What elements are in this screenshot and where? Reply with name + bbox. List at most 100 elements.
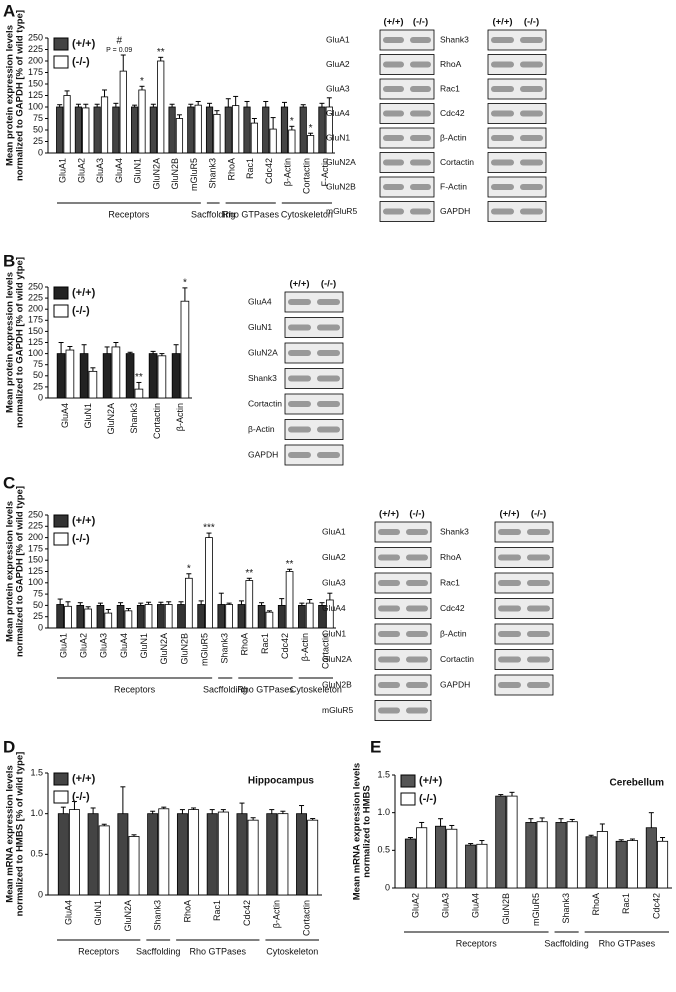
blot-label: β-Actin (440, 628, 467, 638)
x-tick-label: GluN2A (151, 158, 161, 190)
bar (296, 813, 308, 896)
blot-frame (494, 547, 554, 568)
blot-frame (284, 342, 344, 364)
blot-column-header: (+/+) (383, 17, 403, 28)
bar (298, 605, 306, 629)
x-tick-label: GluA4 (63, 900, 73, 925)
y-tick-label: 250 (28, 509, 43, 519)
panel-label: A (3, 1, 15, 20)
significance: P = 0.09 (106, 47, 132, 54)
bar (56, 353, 66, 399)
group-label: Sacffolding (136, 946, 180, 956)
significance: ** (135, 372, 143, 383)
x-tick-label: Shank3 (153, 900, 163, 931)
bar (404, 838, 416, 889)
blot-frame (487, 54, 547, 75)
bar (56, 604, 64, 629)
legend-swatch (53, 37, 69, 51)
bar (138, 89, 146, 154)
bar (232, 105, 240, 154)
bar (657, 840, 669, 889)
bar (476, 843, 488, 889)
blot-band (317, 299, 340, 305)
x-tick-label: GluA4 (114, 158, 124, 183)
blot-band (527, 631, 550, 637)
blot-band (410, 184, 431, 190)
blot-label: GluA4 (322, 603, 346, 613)
bar (416, 827, 428, 889)
legend-swatch (53, 532, 69, 546)
bar (98, 825, 110, 896)
y-tick-label: 250 (28, 32, 43, 42)
blot-band (288, 426, 311, 433)
blot-band (406, 554, 428, 561)
bar (175, 118, 184, 154)
blot-frame (284, 419, 344, 440)
bar (645, 827, 657, 889)
bar (157, 604, 165, 629)
bar (435, 825, 447, 889)
bar (112, 106, 120, 154)
blot-label: β-Actin (248, 424, 275, 434)
x-tick-label: GluA4 (60, 403, 70, 428)
blot-band (383, 110, 404, 117)
significance: # (116, 36, 122, 47)
blot-frame (374, 521, 432, 543)
bar (506, 795, 518, 889)
blot-label: GluN2B (326, 181, 356, 191)
blot-band (406, 631, 428, 637)
y-tick-label: 100 (28, 577, 43, 587)
y-tick-label: 1.5 (30, 767, 43, 777)
bar (136, 605, 145, 629)
x-tick-label: Cortactin (320, 633, 330, 669)
x-tick-label: GluA2 (76, 158, 86, 183)
y-tick-label: 175 (28, 543, 43, 553)
bar (596, 831, 608, 889)
bar (250, 122, 258, 154)
blot-band (406, 707, 428, 714)
group-label: Receptors (456, 938, 498, 948)
bar (566, 821, 578, 889)
x-tick-label: GluN1 (93, 900, 103, 926)
bar (217, 604, 226, 629)
significance: * (187, 563, 191, 574)
blot-frame (494, 572, 554, 594)
blot-column-header: (-/-) (321, 279, 336, 290)
y-tick-label: 0 (385, 882, 390, 892)
legend-label: (+/+) (419, 775, 443, 787)
blot-band (498, 529, 521, 535)
blot-band (378, 682, 400, 688)
blot-frame (494, 521, 554, 543)
blot-label: Cdc42 (440, 603, 465, 613)
blot-band (378, 580, 400, 586)
x-tick-label: GluA4 (119, 633, 129, 658)
legend-swatch (53, 55, 69, 69)
x-tick-label: β-Actin (283, 158, 293, 186)
bar (104, 612, 113, 629)
x-tick-label: Shank3 (561, 893, 571, 924)
blot-frame (374, 598, 432, 619)
blot-band (410, 61, 431, 68)
blot-band (383, 135, 404, 141)
blot-band (317, 324, 340, 331)
blot-band (527, 656, 550, 663)
blot-column-header: (+/+) (289, 279, 309, 290)
y-tick-label: 0 (38, 889, 43, 899)
y-tick-label: 100 (28, 101, 43, 111)
bar (194, 104, 202, 154)
blot-band (288, 452, 311, 458)
x-tick-label: Cortactin (301, 900, 311, 936)
y-tick-label: 1.0 (30, 808, 43, 818)
significance: * (183, 278, 187, 289)
x-tick-label: RhoA (182, 900, 192, 923)
blot-label: GAPDH (440, 679, 470, 689)
blot-band (491, 61, 514, 68)
blot-band (520, 135, 543, 141)
y-axis-label: Mean mRNA expression levels (352, 763, 363, 900)
group-label: Receptors (108, 209, 150, 219)
y-tick-label: 50 (33, 124, 43, 134)
blot-band (383, 86, 404, 92)
x-tick-label: GluA3 (441, 893, 451, 918)
blot-frame (284, 393, 344, 415)
x-tick-label: RhoA (240, 633, 250, 656)
